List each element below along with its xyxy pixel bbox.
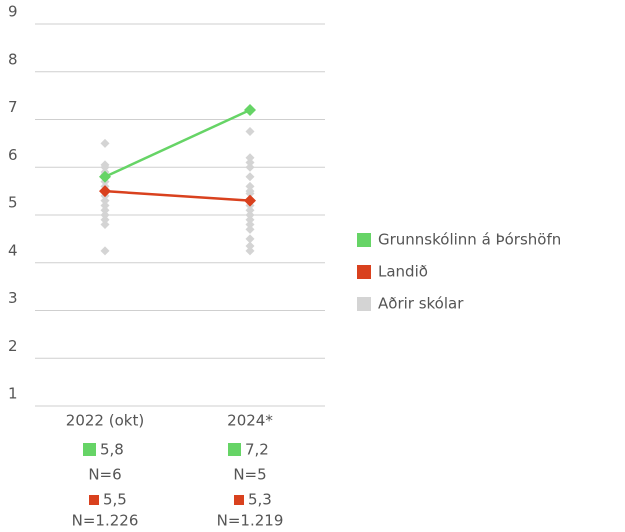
- y-tick-label: 8: [8, 50, 18, 68]
- other-school-point: [245, 234, 255, 244]
- value-label: 7,2: [245, 441, 269, 459]
- series-point: [244, 194, 256, 207]
- other-school-point: [245, 153, 255, 163]
- y-tick-label: 3: [8, 289, 18, 307]
- legend-swatch: [357, 265, 371, 279]
- legend-swatch: [357, 233, 371, 247]
- series-point: [99, 185, 111, 198]
- other-school-point: [245, 126, 255, 136]
- y-tick-label: 1: [8, 385, 18, 403]
- y-tick-label: 4: [8, 241, 18, 259]
- y-tick-label: 9: [8, 3, 18, 21]
- other-school-point: [245, 189, 255, 199]
- other-school-point: [245, 215, 255, 225]
- other-school-point: [245, 224, 255, 234]
- n-label: N=1.226: [72, 512, 139, 530]
- value-swatch: [234, 495, 244, 505]
- y-tick-label: 5: [8, 194, 18, 212]
- other-school-point: [100, 246, 110, 256]
- legend-label: Aðrir skólar: [378, 295, 464, 313]
- other-school-point: [100, 138, 110, 148]
- n-label: N=1.219: [217, 512, 284, 530]
- x-tick-label: 2024*: [227, 412, 273, 430]
- n-label: N=5: [233, 466, 266, 484]
- value-label: 5,8: [100, 441, 124, 459]
- series-line: [104, 108, 251, 178]
- value-swatch: [83, 443, 96, 456]
- value-label: 5,5: [103, 491, 127, 509]
- value-swatch: [228, 443, 241, 456]
- other-school-point: [100, 220, 110, 230]
- other-school-point: [100, 200, 110, 210]
- series-point: [99, 170, 111, 183]
- y-tick-label: 7: [8, 98, 18, 116]
- legend-swatch: [357, 297, 371, 311]
- other-school-point: [245, 181, 255, 191]
- other-school-point: [245, 162, 255, 172]
- value-swatch: [89, 495, 99, 505]
- y-tick-label: 2: [8, 337, 18, 355]
- other-school-point: [245, 210, 255, 220]
- other-school-point: [245, 246, 255, 256]
- other-school-point: [100, 205, 110, 215]
- other-school-point: [245, 220, 255, 230]
- other-school-point: [245, 205, 255, 215]
- other-school-point: [245, 241, 255, 251]
- other-school-point: [245, 172, 255, 182]
- other-school-point: [100, 196, 110, 206]
- series-line: [104, 189, 251, 202]
- other-school-point: [245, 157, 255, 167]
- n-label: N=6: [88, 466, 121, 484]
- other-school-point: [100, 162, 110, 172]
- legend-label: Landið: [378, 263, 428, 281]
- series-point: [244, 103, 256, 116]
- legend-label: Grunnskólinn á Þórshöfn: [378, 231, 561, 249]
- other-school-point: [100, 215, 110, 225]
- x-tick-label: 2022 (okt): [66, 412, 144, 430]
- value-label: 5,3: [248, 491, 272, 509]
- y-tick-label: 6: [8, 146, 18, 164]
- other-school-point: [100, 210, 110, 220]
